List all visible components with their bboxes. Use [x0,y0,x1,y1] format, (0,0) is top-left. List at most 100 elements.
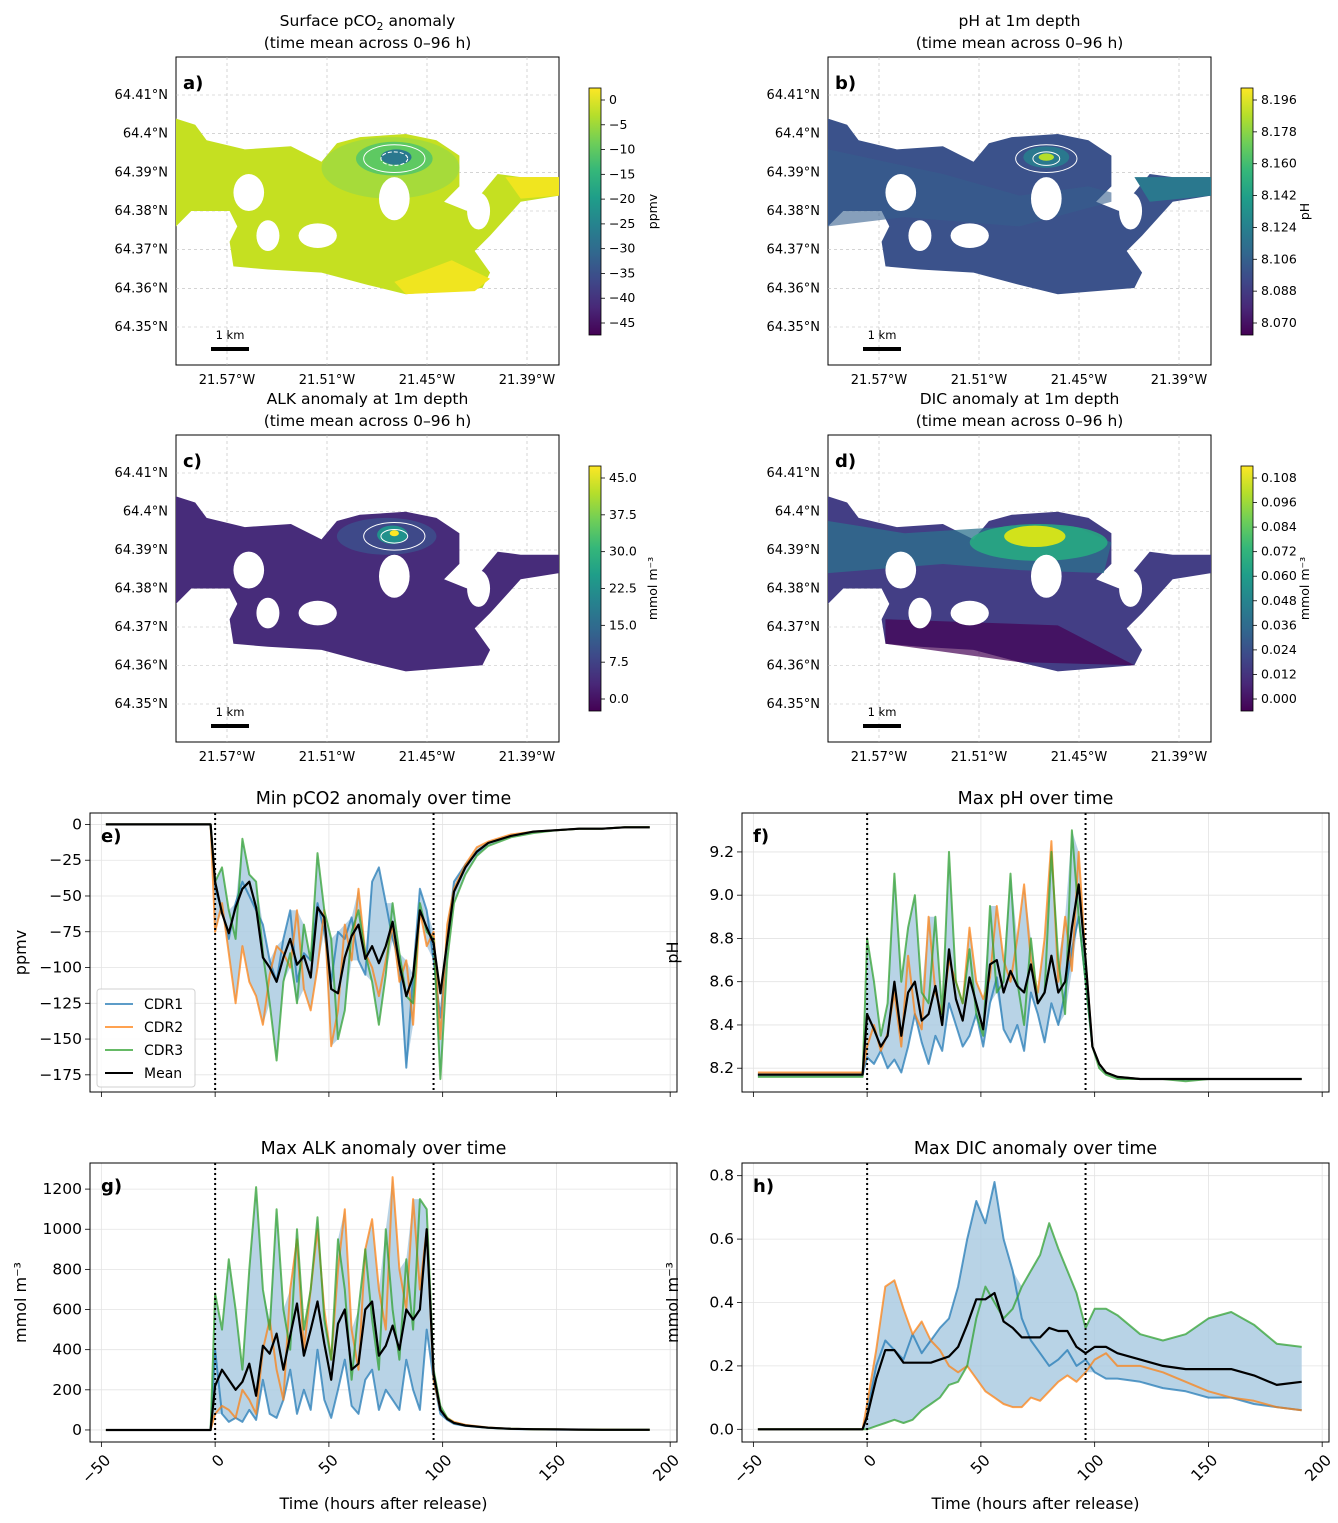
lat-tick-label: 64.37°N [767,620,820,635]
map-contour [380,529,409,544]
colorbar-tick-label: 45.0 [609,470,637,485]
colorbar-tick-label: 22.5 [609,581,637,596]
series-line-mean [757,883,1302,1081]
map-island [256,220,280,252]
scalebar-label: 1 km [868,328,897,342]
map-contour [1015,144,1078,173]
colorbar-tick-label: 0.048 [1261,593,1297,608]
lat-tick-label: 64.37°N [767,243,820,258]
lon-tick-label: 21.45°W [399,750,456,765]
colorbar [588,465,602,712]
colorbar-tick-label: 8.196 [1261,92,1297,107]
lat-tick-label: 64.41°N [767,88,820,103]
lon-tick-label: 21.57°W [851,750,908,765]
lat-tick-label: 64.38°N [767,204,820,219]
y-tick-label: 200 [52,1381,82,1399]
map-contour [380,151,409,166]
map-contour [363,521,426,551]
map-field-highlight [505,177,559,199]
panel-label: e) [101,826,121,847]
map-island [233,551,265,589]
plot-frame [741,812,1330,1093]
chart-title: Max pH over time [958,789,1114,809]
legend-box [96,988,196,1088]
lat-tick-label: 64.4°N [123,127,168,142]
y-tick-label: 1000 [43,1220,82,1238]
plot-area [742,813,1329,1092]
chart-title: Min pCO2 anomaly over time [256,789,512,809]
map-title-text: pH at 1m depth [959,12,1081,30]
y-tick-label: 0.0 [709,1420,734,1438]
panel-label: f) [753,826,769,847]
map-panel-d: DIC anomaly at 1m depth (time mean across… [767,390,1312,765]
y-tick-label: 0.6 [709,1230,734,1248]
colorbar-tick-label: −45 [609,315,635,330]
map-panel-c: ALK anomaly at 1m depth (time mean across… [115,390,660,765]
map-island [908,220,932,252]
map-island [298,223,337,248]
map-island [1030,177,1062,221]
map-island [1119,192,1143,230]
panel-label: c) [183,451,202,472]
lat-tick-label: 64.39°N [115,165,168,180]
lon-tick-label: 21.51°W [299,373,356,388]
x-tick-label: 200 [1301,1451,1335,1485]
spread-band [757,1182,1302,1430]
series-line-cdr2 [105,823,650,1048]
map-island [467,192,491,230]
map-field-anomaly-core [389,530,399,537]
series-line-cdr3 [105,823,650,1081]
colorbar [1240,87,1254,336]
colorbar-tick-label: 8.088 [1261,283,1297,298]
lon-tick-label: 21.39°W [1151,750,1208,765]
y-tick-label: −175 [39,1066,82,1084]
map-title-line2: (time mean across 0–96 h) [264,412,472,430]
colorbar-tick-label: 0.024 [1261,642,1297,657]
x-tick-label: 150 [1188,1451,1222,1485]
lat-tick-label: 64.36°N [767,659,820,674]
y-tick-label: −50 [49,887,82,905]
y-tick-label: 600 [52,1301,82,1319]
lon-tick-label: 21.57°W [851,373,908,388]
y-tick-label: 8.2 [709,1059,734,1077]
colorbar-tick-label: 7.5 [609,654,629,669]
colorbar-tick-label: −25 [609,216,635,231]
panel-label: g) [101,1176,122,1197]
series-line-mean [105,823,650,998]
lat-tick-label: 64.39°N [767,165,820,180]
legend-entry: CDR1 [144,997,183,1013]
legend-entry: CDR2 [144,1020,183,1036]
lon-tick-label: 21.57°W [199,373,256,388]
x-tick-label: 200 [649,1451,683,1485]
map-island [256,597,280,629]
y-tick-label: 8.6 [709,973,734,991]
map-field-region [176,118,559,295]
series-line-mean [105,1228,650,1432]
x-tick-label: 100 [1074,1451,1108,1485]
colorbar-tick-label: −5 [609,117,627,132]
lon-tick-label: 21.45°W [399,373,456,388]
panel-label: b) [835,73,856,94]
x-tick-label: −50 [78,1451,114,1487]
map-title-suffix: anomaly [384,12,456,30]
lat-tick-label: 64.4°N [775,505,820,520]
lat-tick-label: 64.36°N [115,281,168,296]
chart-panel-g: Max ALK anomaly over time 0 200 400 600 800 10… [11,1139,683,1513]
map-panel-b: pH at 1m depth (time mean across 0–96 h) 6… [767,12,1312,388]
map-field-region [176,496,559,672]
colorbar-tick-label: 15.0 [609,617,637,632]
lon-tick-label: 21.57°W [199,750,256,765]
map-island [950,223,989,248]
y-tick-label: 8.8 [709,929,734,947]
lon-tick-label: 21.39°W [499,750,556,765]
colorbar-tick-label: 30.0 [609,544,637,559]
x-tick-label: 150 [536,1451,570,1485]
map-title-text: Surface pCO [280,12,377,30]
lon-tick-label: 21.39°W [499,373,556,388]
colorbar-tick-label: 8.178 [1261,124,1297,139]
lat-tick-label: 64.35°N [115,320,168,335]
y-tick-label: 0 [72,1421,82,1439]
map-title-line2: (time mean across 0–96 h) [264,34,472,52]
y-tick-label: −150 [39,1030,82,1048]
colorbar [588,87,602,336]
